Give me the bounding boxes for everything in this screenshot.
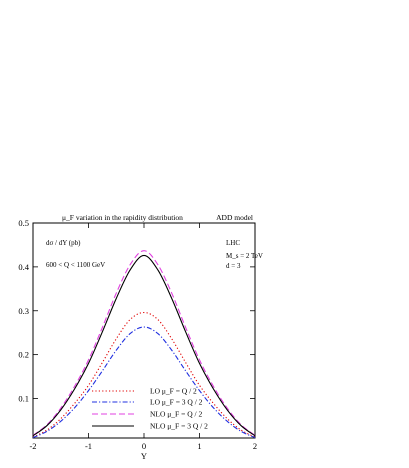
ms-annotation: M_s = 2 TeV xyxy=(226,252,263,260)
series-lines xyxy=(32,250,256,439)
legend-label-lo-half-q: LO μ_F = Q / 2 xyxy=(150,387,197,396)
x-tick-label: 2 xyxy=(253,441,257,451)
series-line-lo-three-half-q xyxy=(32,326,256,439)
d-annotation: d = 3 xyxy=(226,262,241,270)
collider-annotation: LHC xyxy=(226,239,240,247)
y-tick-label: 0.4 xyxy=(18,262,29,272)
x-tick-label: 0 xyxy=(142,441,146,451)
y-tick-label: 0.3 xyxy=(18,306,29,316)
chart-title-right: ADD model xyxy=(216,213,253,222)
series-line-nlo-half-q xyxy=(32,250,256,436)
y-tick-label: 0.1 xyxy=(18,394,29,404)
chart-title: μ_F variation in the rapidity distributi… xyxy=(62,213,183,222)
y-tick-label: 0.2 xyxy=(18,350,29,360)
legend-label-nlo-three-half-q: NLO μ_F = 3 Q / 2 xyxy=(150,422,208,431)
x-axis-label: Y xyxy=(141,451,147,461)
y-axis-label: dσ / dY (pb) xyxy=(46,239,81,247)
y-tick-label: 0.5 xyxy=(18,218,29,228)
x-tick-label: -1 xyxy=(85,441,92,451)
series-line-nlo-three-half-q xyxy=(32,254,256,437)
series-line-lo-half-q xyxy=(32,311,256,438)
legend-label-lo-three-half-q: LO μ_F = 3 Q / 2 xyxy=(150,398,203,407)
legend-label-nlo-half-q: NLO μ_F = Q / 2 xyxy=(150,410,202,419)
x-tick-label: -2 xyxy=(29,441,36,451)
mass-cut-annotation: 600 < Q < 1100 GeV xyxy=(46,261,105,269)
legend: LO μ_F = Q / 2 LO μ_F = 3 Q / 2 NLO μ_F = … xyxy=(92,387,208,431)
x-tick-label: 1 xyxy=(197,441,201,451)
